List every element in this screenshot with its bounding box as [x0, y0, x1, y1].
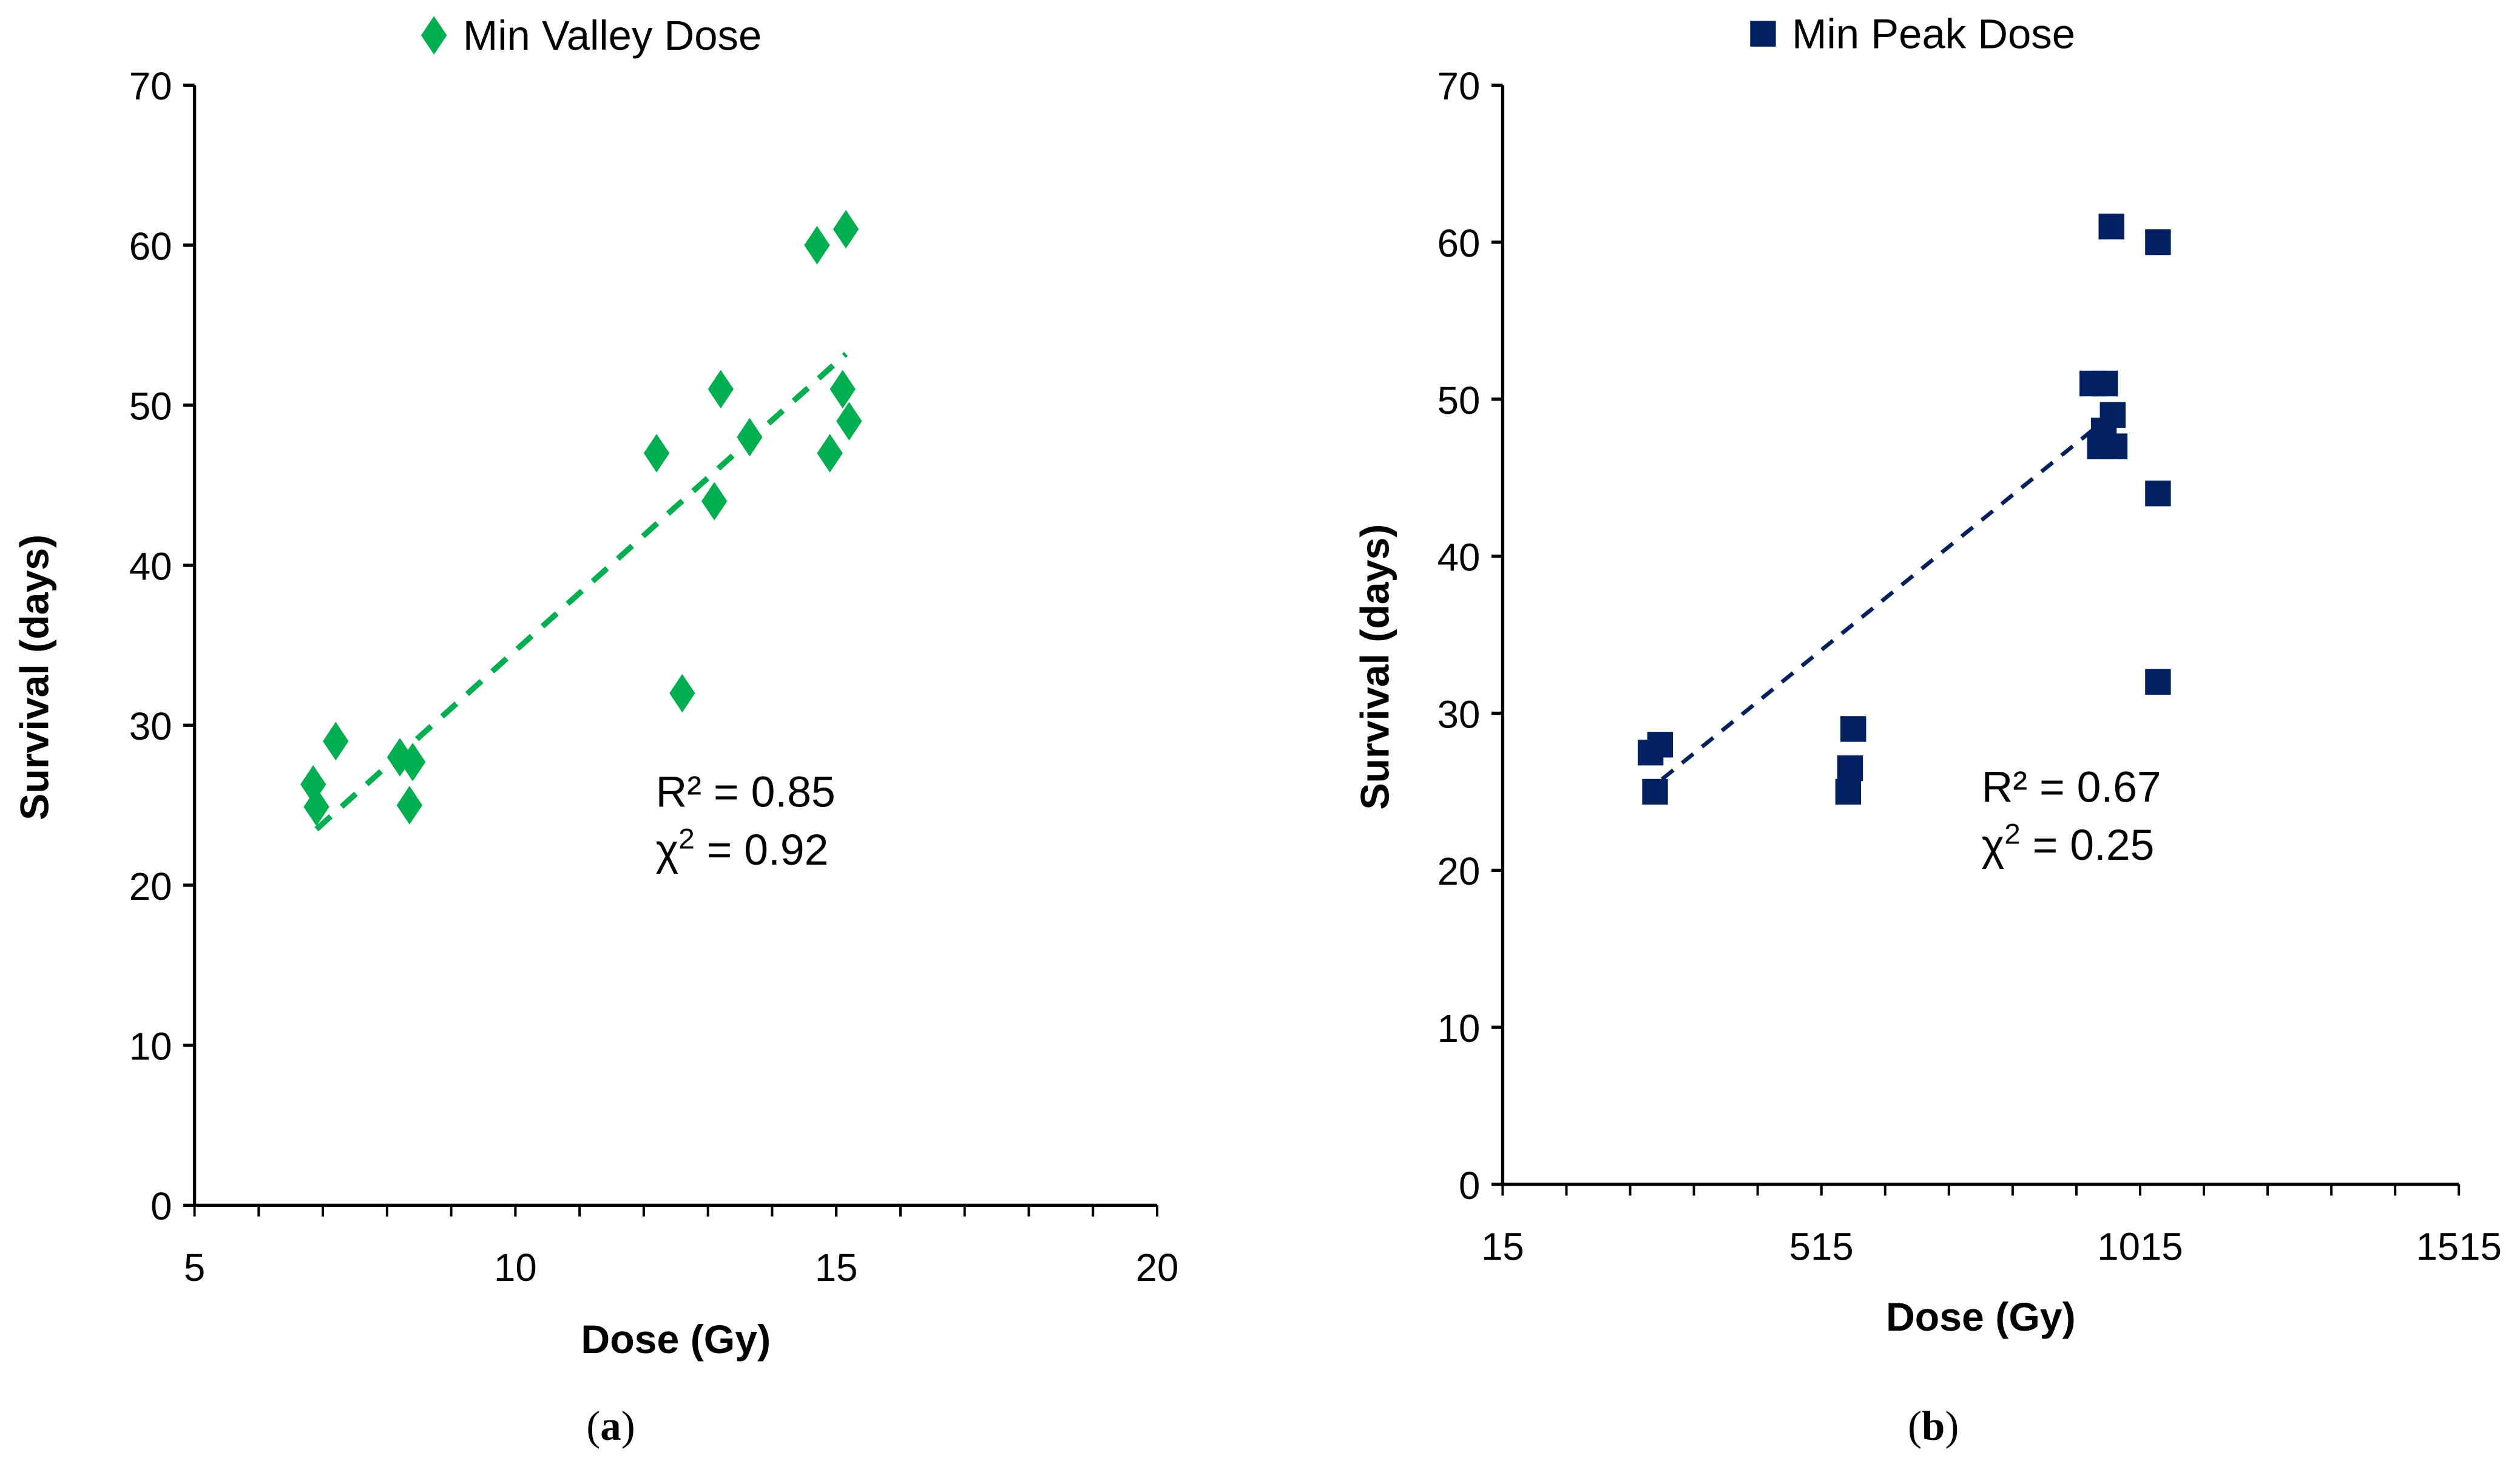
- x-axis-label: Dose (Gy): [581, 1317, 771, 1362]
- data-point: [836, 402, 862, 441]
- y-tick-label: 0: [1459, 1164, 1480, 1207]
- y-tick-label: 20: [129, 865, 172, 908]
- data-point: [2099, 402, 2126, 428]
- y-tick-label: 50: [1437, 379, 1481, 422]
- data-point: [1840, 716, 1866, 742]
- data-point: [1642, 778, 1668, 805]
- data-point: [643, 434, 670, 473]
- data-point: [399, 743, 426, 782]
- chart-b: 0 10 20 30 40 50 60 70 15 515 1015 1515 Dose (Gy) Sur…: [1353, 10, 2502, 1449]
- chi-squared-label: χ2 = 0.92: [656, 823, 829, 874]
- y-tick-label: 40: [1437, 536, 1481, 579]
- data-point: [2145, 481, 2171, 507]
- y-tick-label: 10: [129, 1025, 172, 1068]
- x-tick-label: 20: [1136, 1246, 1179, 1289]
- data-point: [1837, 755, 1863, 782]
- data-point: [2098, 214, 2124, 240]
- y-tick-label: 30: [1437, 693, 1481, 736]
- trendline: [1660, 405, 2123, 781]
- panel-caption: (b): [1908, 1403, 1959, 1449]
- x-tick-label: 10: [494, 1246, 537, 1289]
- y-tick-label: 20: [1437, 850, 1481, 893]
- legend-marker: [1750, 21, 1776, 47]
- data-point: [396, 786, 423, 825]
- chi-squared-label: χ2 = 0.25: [1982, 818, 2155, 869]
- data-point: [833, 209, 859, 249]
- chart-a: 0 10 20 30 40 50 60 70 5 10 15 20 Dose (Gy) Survival …: [13, 12, 1179, 1449]
- y-tick-label: 10: [1437, 1007, 1481, 1050]
- x-tick-label: 5: [184, 1246, 205, 1289]
- x-axis-label: Dose (Gy): [1886, 1295, 2076, 1340]
- data-point: [2101, 433, 2128, 459]
- data-point: [2092, 370, 2118, 397]
- x-tick-label: 15: [1481, 1225, 1524, 1268]
- r-squared-label: R² = 0.67: [1982, 763, 2161, 812]
- y-axis-label: Survival (days): [13, 535, 58, 820]
- x-tick-label: 1015: [2097, 1225, 2183, 1268]
- legend-label: Min Peak Dose: [1792, 10, 2075, 57]
- data-point: [2145, 229, 2171, 255]
- data-point: [804, 226, 830, 265]
- y-tick-label: 60: [129, 225, 172, 268]
- x-tick-label: 515: [1789, 1225, 1854, 1268]
- r-squared-label: R² = 0.85: [656, 768, 836, 817]
- panel-caption: (a): [586, 1403, 635, 1449]
- data-point: [323, 721, 349, 761]
- data-point: [387, 738, 413, 777]
- legend-marker: [421, 16, 447, 55]
- data-point: [829, 370, 856, 409]
- x-tick-label: 15: [815, 1246, 858, 1289]
- y-tick-label: 30: [129, 705, 172, 748]
- data-point: [2145, 669, 2171, 695]
- y-tick-label: 60: [1437, 222, 1481, 265]
- legend-label: Min Valley Dose: [463, 12, 762, 59]
- data-point: [701, 482, 728, 521]
- data-point: [1835, 778, 1862, 805]
- y-tick-label: 40: [129, 545, 172, 588]
- data-point: [737, 417, 763, 457]
- data-point: [708, 370, 734, 409]
- data-point: [669, 674, 695, 713]
- x-tick-label: 1515: [2416, 1225, 2502, 1268]
- data-point: [303, 787, 329, 826]
- y-axis-label: Survival (days): [1353, 524, 1397, 810]
- y-tick-label: 0: [150, 1185, 172, 1228]
- y-tick-label: 70: [129, 65, 172, 108]
- y-tick-label: 70: [1437, 65, 1481, 108]
- data-point: [1647, 732, 1674, 758]
- y-tick-label: 50: [129, 385, 172, 428]
- data-point: [817, 434, 843, 473]
